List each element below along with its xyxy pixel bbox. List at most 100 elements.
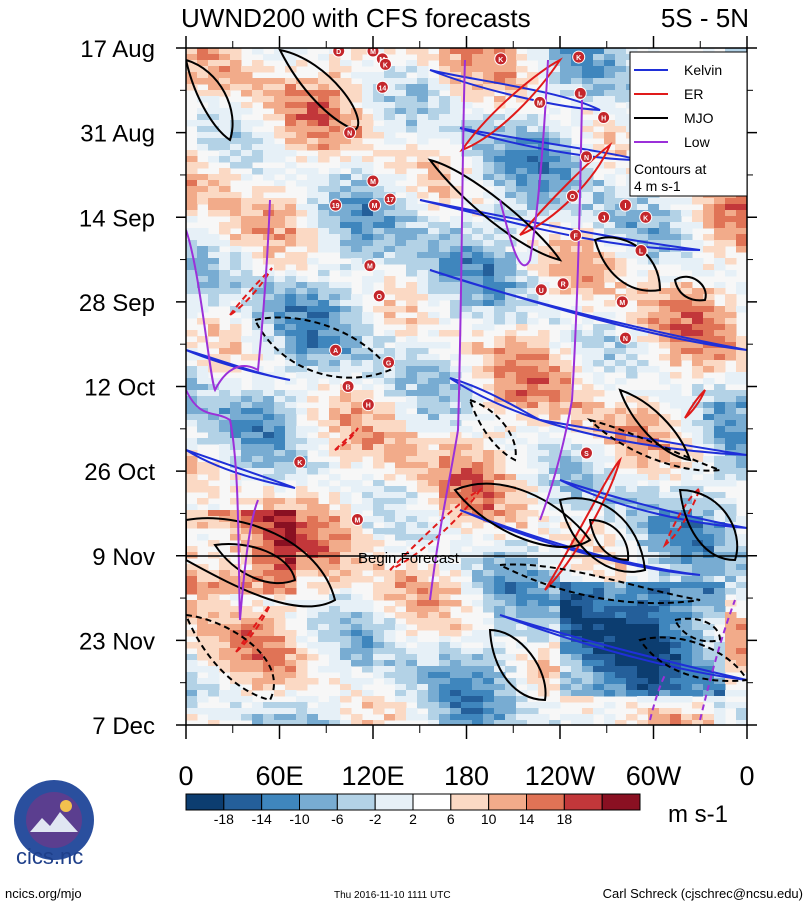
- shading-cell: [252, 432, 264, 439]
- shading-cell: [450, 570, 462, 577]
- shading-cell: [197, 108, 209, 115]
- shading-cell: [208, 66, 220, 73]
- shading-cell: [285, 138, 297, 145]
- shading-cell: [274, 612, 286, 619]
- shading-cell: [461, 570, 473, 577]
- shading-cell: [527, 708, 539, 715]
- shading-cell: [296, 438, 308, 445]
- shading-cell: [362, 648, 374, 655]
- shading-cell: [505, 48, 517, 55]
- shading-cell: [373, 420, 385, 427]
- shading-cell: [560, 624, 572, 631]
- shading-cell: [351, 462, 363, 469]
- shading-cell: [648, 450, 660, 457]
- shading-cell: [285, 102, 297, 109]
- shading-cell: [538, 720, 550, 725]
- shading-cell: [483, 684, 495, 691]
- shading-cell: [208, 48, 220, 55]
- shading-cell: [604, 54, 616, 61]
- shading-cell: [373, 702, 385, 709]
- shading-cell: [351, 714, 363, 721]
- shading-cell: [450, 408, 462, 415]
- shading-cell: [340, 720, 352, 725]
- shading-cell: [736, 408, 747, 415]
- shading-cell: [615, 660, 627, 667]
- shading-cell: [384, 654, 396, 661]
- shading-cell: [472, 252, 484, 259]
- shading-cell: [263, 396, 275, 403]
- shading-cell: [329, 222, 341, 229]
- shading-cell: [296, 138, 308, 145]
- shading-cell: [714, 336, 726, 343]
- shading-cell: [395, 420, 407, 427]
- shading-cell: [604, 138, 616, 145]
- shading-cell: [637, 588, 649, 595]
- shading-cell: [241, 510, 253, 517]
- shading-cell: [626, 462, 638, 469]
- shading-cell: [307, 528, 319, 535]
- shading-cell: [626, 480, 638, 487]
- shading-cell: [263, 498, 275, 505]
- er-contour: [459, 57, 563, 153]
- shading-cell: [450, 654, 462, 661]
- shading-cell: [615, 504, 627, 511]
- shading-cell: [241, 672, 253, 679]
- shading-cell: [549, 396, 561, 403]
- shading-cell: [263, 720, 275, 725]
- shading-cell: [296, 714, 308, 721]
- shading-cell: [406, 246, 418, 253]
- shading-cell: [615, 150, 627, 157]
- shading-cell: [307, 642, 319, 649]
- shading-cell: [329, 246, 341, 253]
- shading-cell: [527, 630, 539, 637]
- shading-cell: [505, 126, 517, 133]
- shading-cell: [274, 276, 286, 283]
- shading-cell: [626, 672, 638, 679]
- shading-cell: [318, 582, 330, 589]
- shading-cell: [417, 510, 429, 517]
- shading-cell: [582, 606, 594, 613]
- shading-cell: [472, 222, 484, 229]
- shading-cell: [439, 678, 451, 685]
- shading-cell: [593, 408, 605, 415]
- shading-cell: [494, 714, 506, 721]
- shading-cell: [615, 282, 627, 289]
- shading-cell: [538, 354, 550, 361]
- shading-cell: [615, 192, 627, 199]
- shading-cell: [725, 270, 737, 277]
- shading-cell: [593, 528, 605, 535]
- shading-cell: [406, 396, 418, 403]
- shading-cell: [582, 426, 594, 433]
- shading-cell: [450, 618, 462, 625]
- shading-cell: [296, 426, 308, 433]
- shading-cell: [230, 126, 242, 133]
- shading-cell: [263, 414, 275, 421]
- shading-cell: [274, 642, 286, 649]
- shading-cell: [274, 678, 286, 685]
- shading-cell: [395, 72, 407, 79]
- shading-cell: [329, 630, 341, 637]
- shading-cell: [736, 564, 747, 571]
- shading-cell: [681, 396, 693, 403]
- shading-cell: [450, 240, 462, 247]
- shading-cell: [263, 492, 275, 499]
- shading-cell: [703, 594, 715, 601]
- shading-cell: [340, 234, 352, 241]
- shading-cell: [373, 132, 385, 139]
- shading-cell: [461, 684, 473, 691]
- shading-cell: [736, 582, 747, 589]
- shading-cell: [428, 372, 440, 379]
- shading-cell: [549, 222, 561, 229]
- shading-cell: [406, 444, 418, 451]
- y-tick-label: 23 Nov: [79, 628, 155, 655]
- shading-cell: [461, 288, 473, 295]
- shading-cell: [329, 678, 341, 685]
- shading-cell: [648, 594, 660, 601]
- shading-cell: [263, 540, 275, 547]
- shading-cell: [395, 138, 407, 145]
- shading-cell: [505, 684, 517, 691]
- shading-cell: [450, 426, 462, 433]
- shading-cell: [340, 612, 352, 619]
- shading-cell: [186, 378, 198, 385]
- shading-cell: [637, 294, 649, 301]
